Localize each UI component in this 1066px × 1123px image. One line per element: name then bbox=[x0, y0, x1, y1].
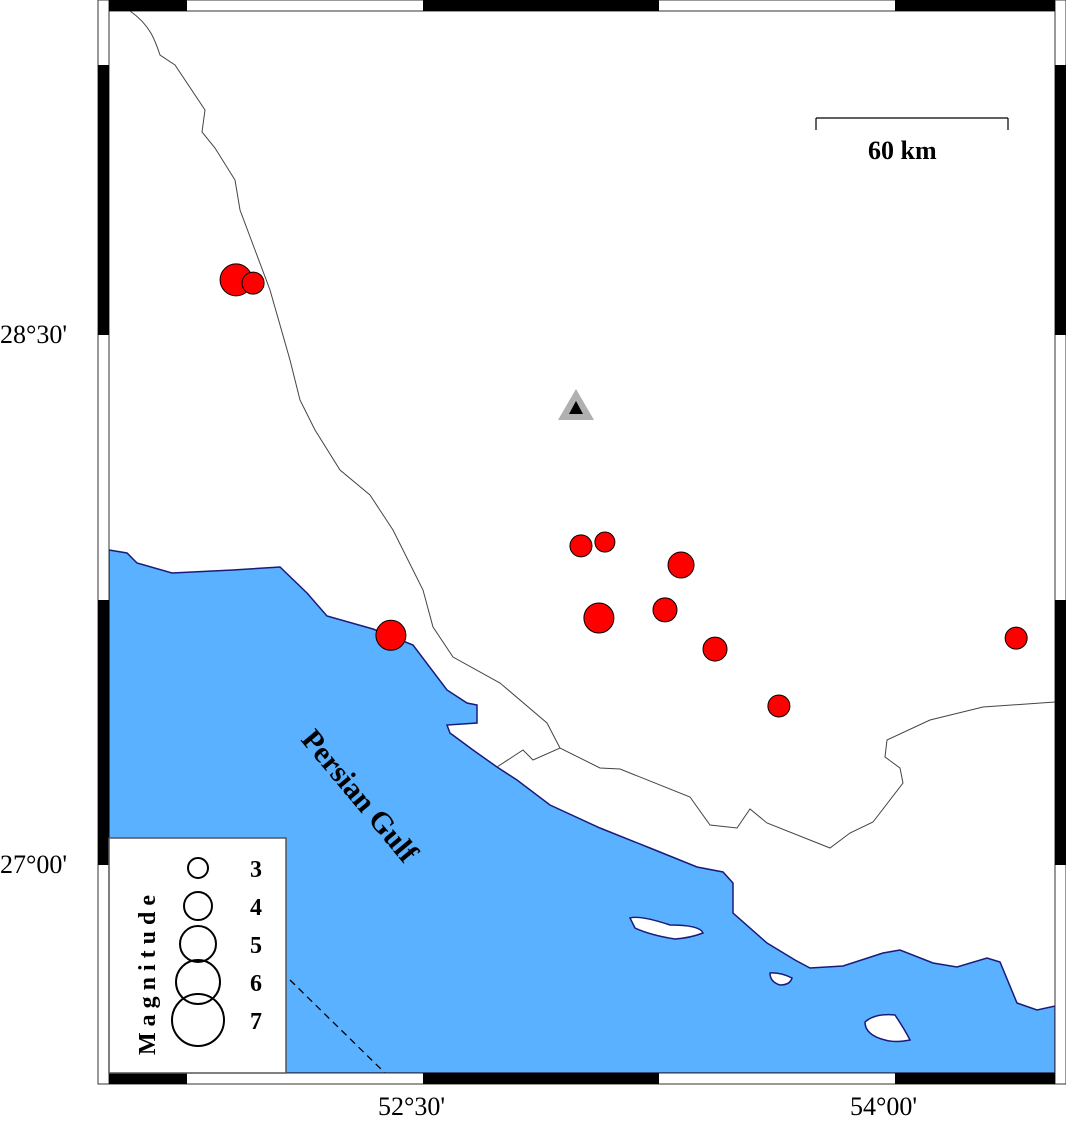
earthquake-marker bbox=[1004, 626, 1028, 650]
y-tick-label: 28°30' bbox=[0, 320, 68, 349]
earthquake-marker bbox=[594, 531, 616, 553]
island bbox=[769, 972, 793, 986]
station-triangle-icon bbox=[558, 389, 594, 420]
legend-label: 7 bbox=[250, 1009, 262, 1035]
frame-segment bbox=[423, 1073, 659, 1084]
boundary-dashed-line bbox=[289, 979, 386, 1074]
frame-segment bbox=[109, 1073, 187, 1084]
x-tick-label: 54°00' bbox=[850, 1092, 918, 1121]
frame-segment bbox=[1055, 65, 1066, 335]
legend-label: 6 bbox=[250, 971, 262, 997]
legend-symbol bbox=[179, 925, 217, 963]
water-area bbox=[108, 549, 1056, 1074]
y-tick-label: 27°00' bbox=[0, 850, 68, 879]
frame-segment bbox=[109, 0, 187, 11]
events-layer bbox=[219, 263, 1028, 718]
frame-segment bbox=[1055, 600, 1066, 865]
legend-label: 4 bbox=[250, 895, 262, 921]
legend-title: Magnitude bbox=[135, 889, 161, 1055]
x-tick-label: 52°30' bbox=[378, 1092, 446, 1121]
legend: Magnitude 3 4 5 6 7 bbox=[108, 837, 287, 1074]
island bbox=[864, 1013, 912, 1043]
legend-label: 3 bbox=[250, 857, 262, 883]
legend-symbol bbox=[183, 891, 213, 921]
frame-segment bbox=[423, 0, 659, 11]
legend-symbol bbox=[175, 959, 221, 1005]
frame-segment bbox=[98, 600, 109, 865]
legend-symbol bbox=[171, 993, 225, 1047]
island bbox=[628, 916, 704, 940]
frame-segment bbox=[895, 1073, 1055, 1084]
earthquake-marker bbox=[702, 636, 728, 662]
earthquake-marker bbox=[652, 597, 678, 623]
frame-segment bbox=[98, 65, 109, 335]
frame-segment bbox=[895, 0, 1055, 11]
earthquake-marker bbox=[767, 694, 791, 718]
legend-label: 5 bbox=[250, 933, 262, 959]
scale-bar bbox=[815, 117, 1009, 130]
province-borders bbox=[129, 10, 1056, 849]
earthquake-marker bbox=[667, 551, 695, 579]
scale-bar-label: 60 km bbox=[868, 136, 937, 165]
earthquake-marker bbox=[583, 602, 615, 634]
earthquake-marker bbox=[241, 271, 265, 295]
earthquake-marker bbox=[569, 534, 593, 558]
map-frame bbox=[97, 0, 1066, 1085]
earthquake-marker bbox=[375, 619, 407, 651]
legend-symbol bbox=[187, 857, 209, 879]
